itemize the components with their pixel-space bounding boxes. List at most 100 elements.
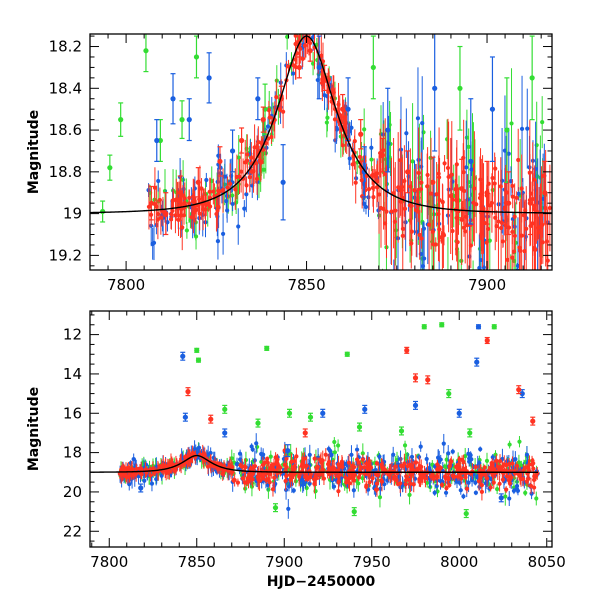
photometry-point	[148, 473, 153, 478]
photometry-point	[254, 441, 259, 446]
photometry-point	[510, 255, 515, 260]
photometry-point	[461, 494, 466, 499]
photometry-point	[525, 126, 530, 131]
data-point	[527, 200, 533, 206]
data-point	[163, 211, 169, 217]
photometry-point	[307, 481, 312, 486]
data-point	[229, 148, 236, 154]
photometry-point	[332, 439, 337, 445]
photometry-point	[416, 170, 421, 175]
photometry-point	[385, 478, 390, 483]
data-point	[193, 54, 200, 60]
photometry-point	[531, 485, 537, 490]
photometry-point	[318, 457, 323, 462]
photometry-point	[446, 174, 451, 180]
photometry-point	[236, 155, 241, 160]
data-point	[222, 430, 228, 436]
data-point	[430, 179, 436, 185]
photometry-point	[509, 278, 513, 282]
photometry-point	[343, 120, 348, 126]
photometry-point	[473, 480, 478, 485]
photometry-point	[533, 474, 538, 479]
photometry-point	[300, 56, 305, 61]
photometry-point	[312, 456, 317, 461]
photometry-point	[524, 452, 530, 457]
photometry-point	[271, 462, 277, 467]
photometry-point	[442, 161, 447, 166]
photometry-point	[236, 224, 241, 229]
x-tick-label: 7900	[265, 553, 303, 571]
photometry-point	[404, 131, 409, 136]
photometry-point	[502, 148, 508, 153]
photometry-point	[326, 89, 331, 95]
photometry-point	[446, 451, 451, 456]
photometry-point	[215, 238, 221, 244]
data-point	[362, 406, 368, 412]
photometry-point	[267, 115, 272, 120]
data-point	[542, 190, 548, 196]
photometry-point	[251, 168, 256, 174]
photometry-point	[247, 175, 252, 180]
photometry-point	[274, 95, 279, 100]
photometry-point	[436, 455, 441, 460]
photometry-point	[130, 466, 135, 472]
photometry-point	[505, 257, 510, 263]
data-point	[260, 117, 266, 123]
photometry-point	[490, 472, 495, 478]
data-point	[272, 505, 279, 511]
photometry-point	[514, 463, 520, 469]
data-point	[185, 389, 191, 395]
photometry-point	[242, 206, 247, 211]
photometry-point	[535, 270, 539, 274]
photometry-point	[251, 465, 256, 470]
photometry-point	[170, 198, 176, 203]
data-point	[530, 418, 536, 424]
photometry-point	[360, 457, 365, 462]
photometry-point	[350, 162, 355, 167]
y-tick-label: 18	[63, 444, 82, 462]
photometry-point	[500, 239, 505, 244]
photometry-point	[502, 206, 507, 211]
photometry-point	[266, 487, 271, 492]
photometry-point	[412, 188, 417, 193]
y-tick-label: 18.6	[49, 121, 82, 139]
photometry-point	[473, 490, 478, 495]
data-point	[432, 85, 438, 91]
photometry-point	[461, 170, 466, 175]
photometry-point	[302, 25, 306, 29]
photometry-point	[437, 227, 442, 232]
photometry-point	[243, 160, 248, 165]
photometry-point	[516, 157, 521, 163]
photometry-point	[346, 460, 352, 465]
photometry-point	[517, 245, 522, 250]
data-point	[519, 391, 525, 397]
photometry-point	[367, 466, 372, 471]
photometry-point	[515, 488, 521, 493]
photometry-point	[224, 193, 230, 199]
x-tick-label: 7950	[353, 553, 391, 571]
photometry-point	[509, 121, 514, 126]
photometry-point	[436, 171, 441, 176]
photometry-point	[532, 247, 537, 252]
data-point	[412, 375, 419, 381]
data-point	[195, 357, 202, 363]
data-point	[351, 509, 357, 515]
data-point	[516, 387, 522, 393]
x-tick-label: 8000	[440, 553, 478, 571]
photometry-point	[484, 458, 490, 463]
photometry-point	[449, 172, 454, 177]
photometry-point	[518, 473, 523, 478]
photometry-point	[243, 486, 248, 491]
bottom-dense-points	[117, 433, 540, 519]
photometry-point	[394, 477, 399, 483]
bottom-plot-frame	[89, 310, 553, 548]
photometry-point	[398, 463, 404, 468]
photometry-point	[354, 457, 360, 462]
data-point	[475, 324, 482, 330]
photometry-point	[524, 226, 529, 231]
photometry-point	[402, 206, 408, 211]
data-point	[143, 48, 149, 54]
photometry-point	[440, 238, 445, 243]
photometry-point	[504, 474, 510, 479]
data-point	[118, 117, 124, 123]
